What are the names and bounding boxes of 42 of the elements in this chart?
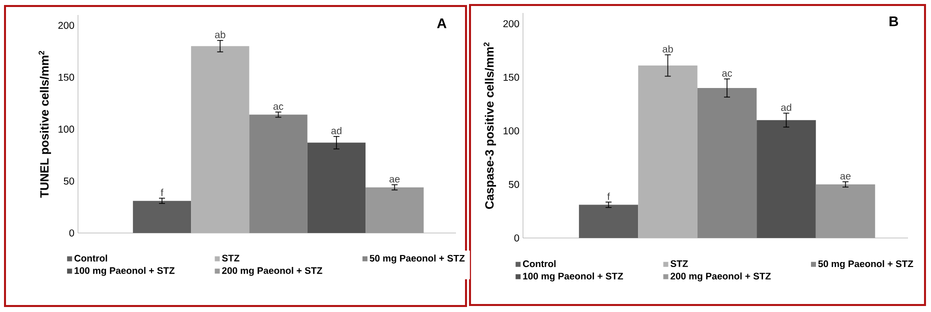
y-tick-label: 50 bbox=[64, 178, 74, 185]
data-label: f bbox=[607, 192, 610, 200]
y-tick-label: 100 bbox=[504, 127, 520, 134]
data-label: ab bbox=[662, 45, 673, 53]
y-tick-label: 50 bbox=[508, 180, 520, 188]
bar bbox=[578, 204, 638, 238]
legend-label: STZ bbox=[670, 260, 688, 268]
legend-label: Control bbox=[522, 260, 556, 268]
bar bbox=[756, 120, 816, 238]
y-tick-label: 0 bbox=[514, 234, 520, 242]
bar bbox=[132, 200, 192, 233]
legend-label: Control bbox=[74, 254, 108, 262]
bar bbox=[366, 187, 424, 233]
bar bbox=[816, 184, 876, 238]
annotation: B bbox=[890, 16, 898, 26]
bar bbox=[191, 46, 250, 233]
legend-label: 50 mg Paeonol + STZ bbox=[818, 260, 914, 270]
legend-label: STZ bbox=[222, 254, 240, 262]
bar bbox=[638, 65, 698, 238]
legend-label: 200 mg Paeonol + STZ bbox=[222, 266, 322, 276]
y-tick-label: 200 bbox=[58, 22, 74, 29]
annotation: A bbox=[437, 18, 446, 28]
legend-label: 100 mg Paeonol + STZ bbox=[74, 266, 175, 276]
bar bbox=[307, 142, 366, 233]
y-tick-label: 150 bbox=[504, 74, 520, 81]
y-tick-label: 150 bbox=[58, 74, 74, 81]
y-axis-title: Caspase-3 positive cells/mm$^{2}$ bbox=[484, 42, 496, 209]
data-label: ae bbox=[840, 174, 851, 180]
data-label: ae bbox=[389, 177, 400, 183]
data-label: ab bbox=[215, 30, 226, 38]
y-tick-label: 200 bbox=[503, 20, 520, 28]
y-tick-label: 100 bbox=[58, 126, 74, 133]
legend-label: 100 mg Paeonol + STZ bbox=[523, 272, 624, 282]
data-label: f bbox=[160, 188, 164, 196]
data-label: ad bbox=[781, 104, 792, 111]
y-axis-title: TUNEL positive cells/mm$^{2}$ bbox=[38, 50, 52, 198]
legend-label: 50 mg Paeonol + STZ bbox=[370, 254, 465, 264]
data-label: ac bbox=[273, 104, 284, 110]
data-label: ad bbox=[331, 126, 342, 134]
legend-label: 200 mg Paeonol + STZ bbox=[670, 272, 771, 282]
y-tick-label: 0 bbox=[69, 229, 74, 237]
data-label: ac bbox=[722, 71, 732, 77]
